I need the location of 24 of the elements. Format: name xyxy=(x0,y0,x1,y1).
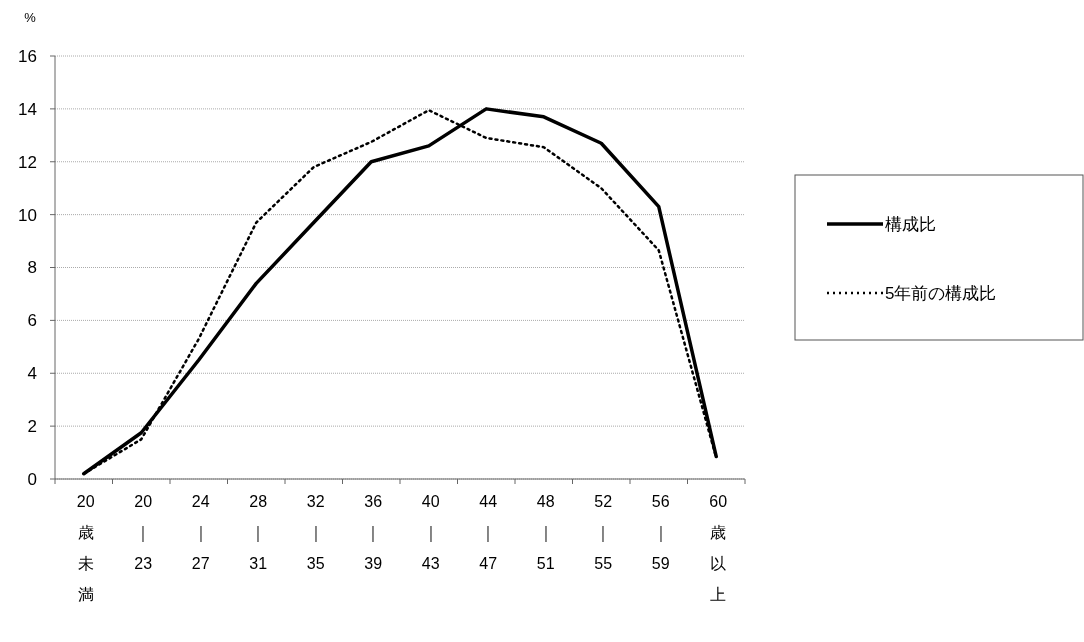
x-tick-label: 40｜43 xyxy=(421,493,440,572)
y-tick-label: 10 xyxy=(18,205,37,225)
y-tick-label: 12 xyxy=(18,152,37,172)
x-tick-label: 20歳未満 xyxy=(76,493,95,603)
y-axis-title: % xyxy=(24,10,37,25)
x-tick-label: 20｜23 xyxy=(134,493,153,572)
y-tick-label: 2 xyxy=(27,417,37,437)
y-tick-label: 14 xyxy=(18,99,37,119)
y-tick-label: 6 xyxy=(27,311,37,331)
x-tick-label: 32｜35 xyxy=(306,493,325,572)
x-tick-label: 28｜31 xyxy=(249,493,268,572)
x-tick-label: 56｜59 xyxy=(651,493,670,572)
y-tick-label: 0 xyxy=(27,469,37,489)
x-tick-label: 44｜47 xyxy=(479,493,498,572)
x-tick-label: 60歳以上 xyxy=(709,493,728,603)
y-tick-label: 4 xyxy=(27,364,37,384)
x-tick-label: 24｜27 xyxy=(191,493,210,572)
y-tick-label: 16 xyxy=(18,46,37,66)
x-tick-label: 36｜39 xyxy=(364,493,383,572)
legend-label: 5年前の構成比 xyxy=(885,283,997,303)
x-tick-label: 48｜51 xyxy=(536,493,555,572)
legend-label: 構成比 xyxy=(885,214,936,234)
x-tick-label: 52｜55 xyxy=(594,493,613,572)
y-tick-label: 8 xyxy=(27,258,37,278)
